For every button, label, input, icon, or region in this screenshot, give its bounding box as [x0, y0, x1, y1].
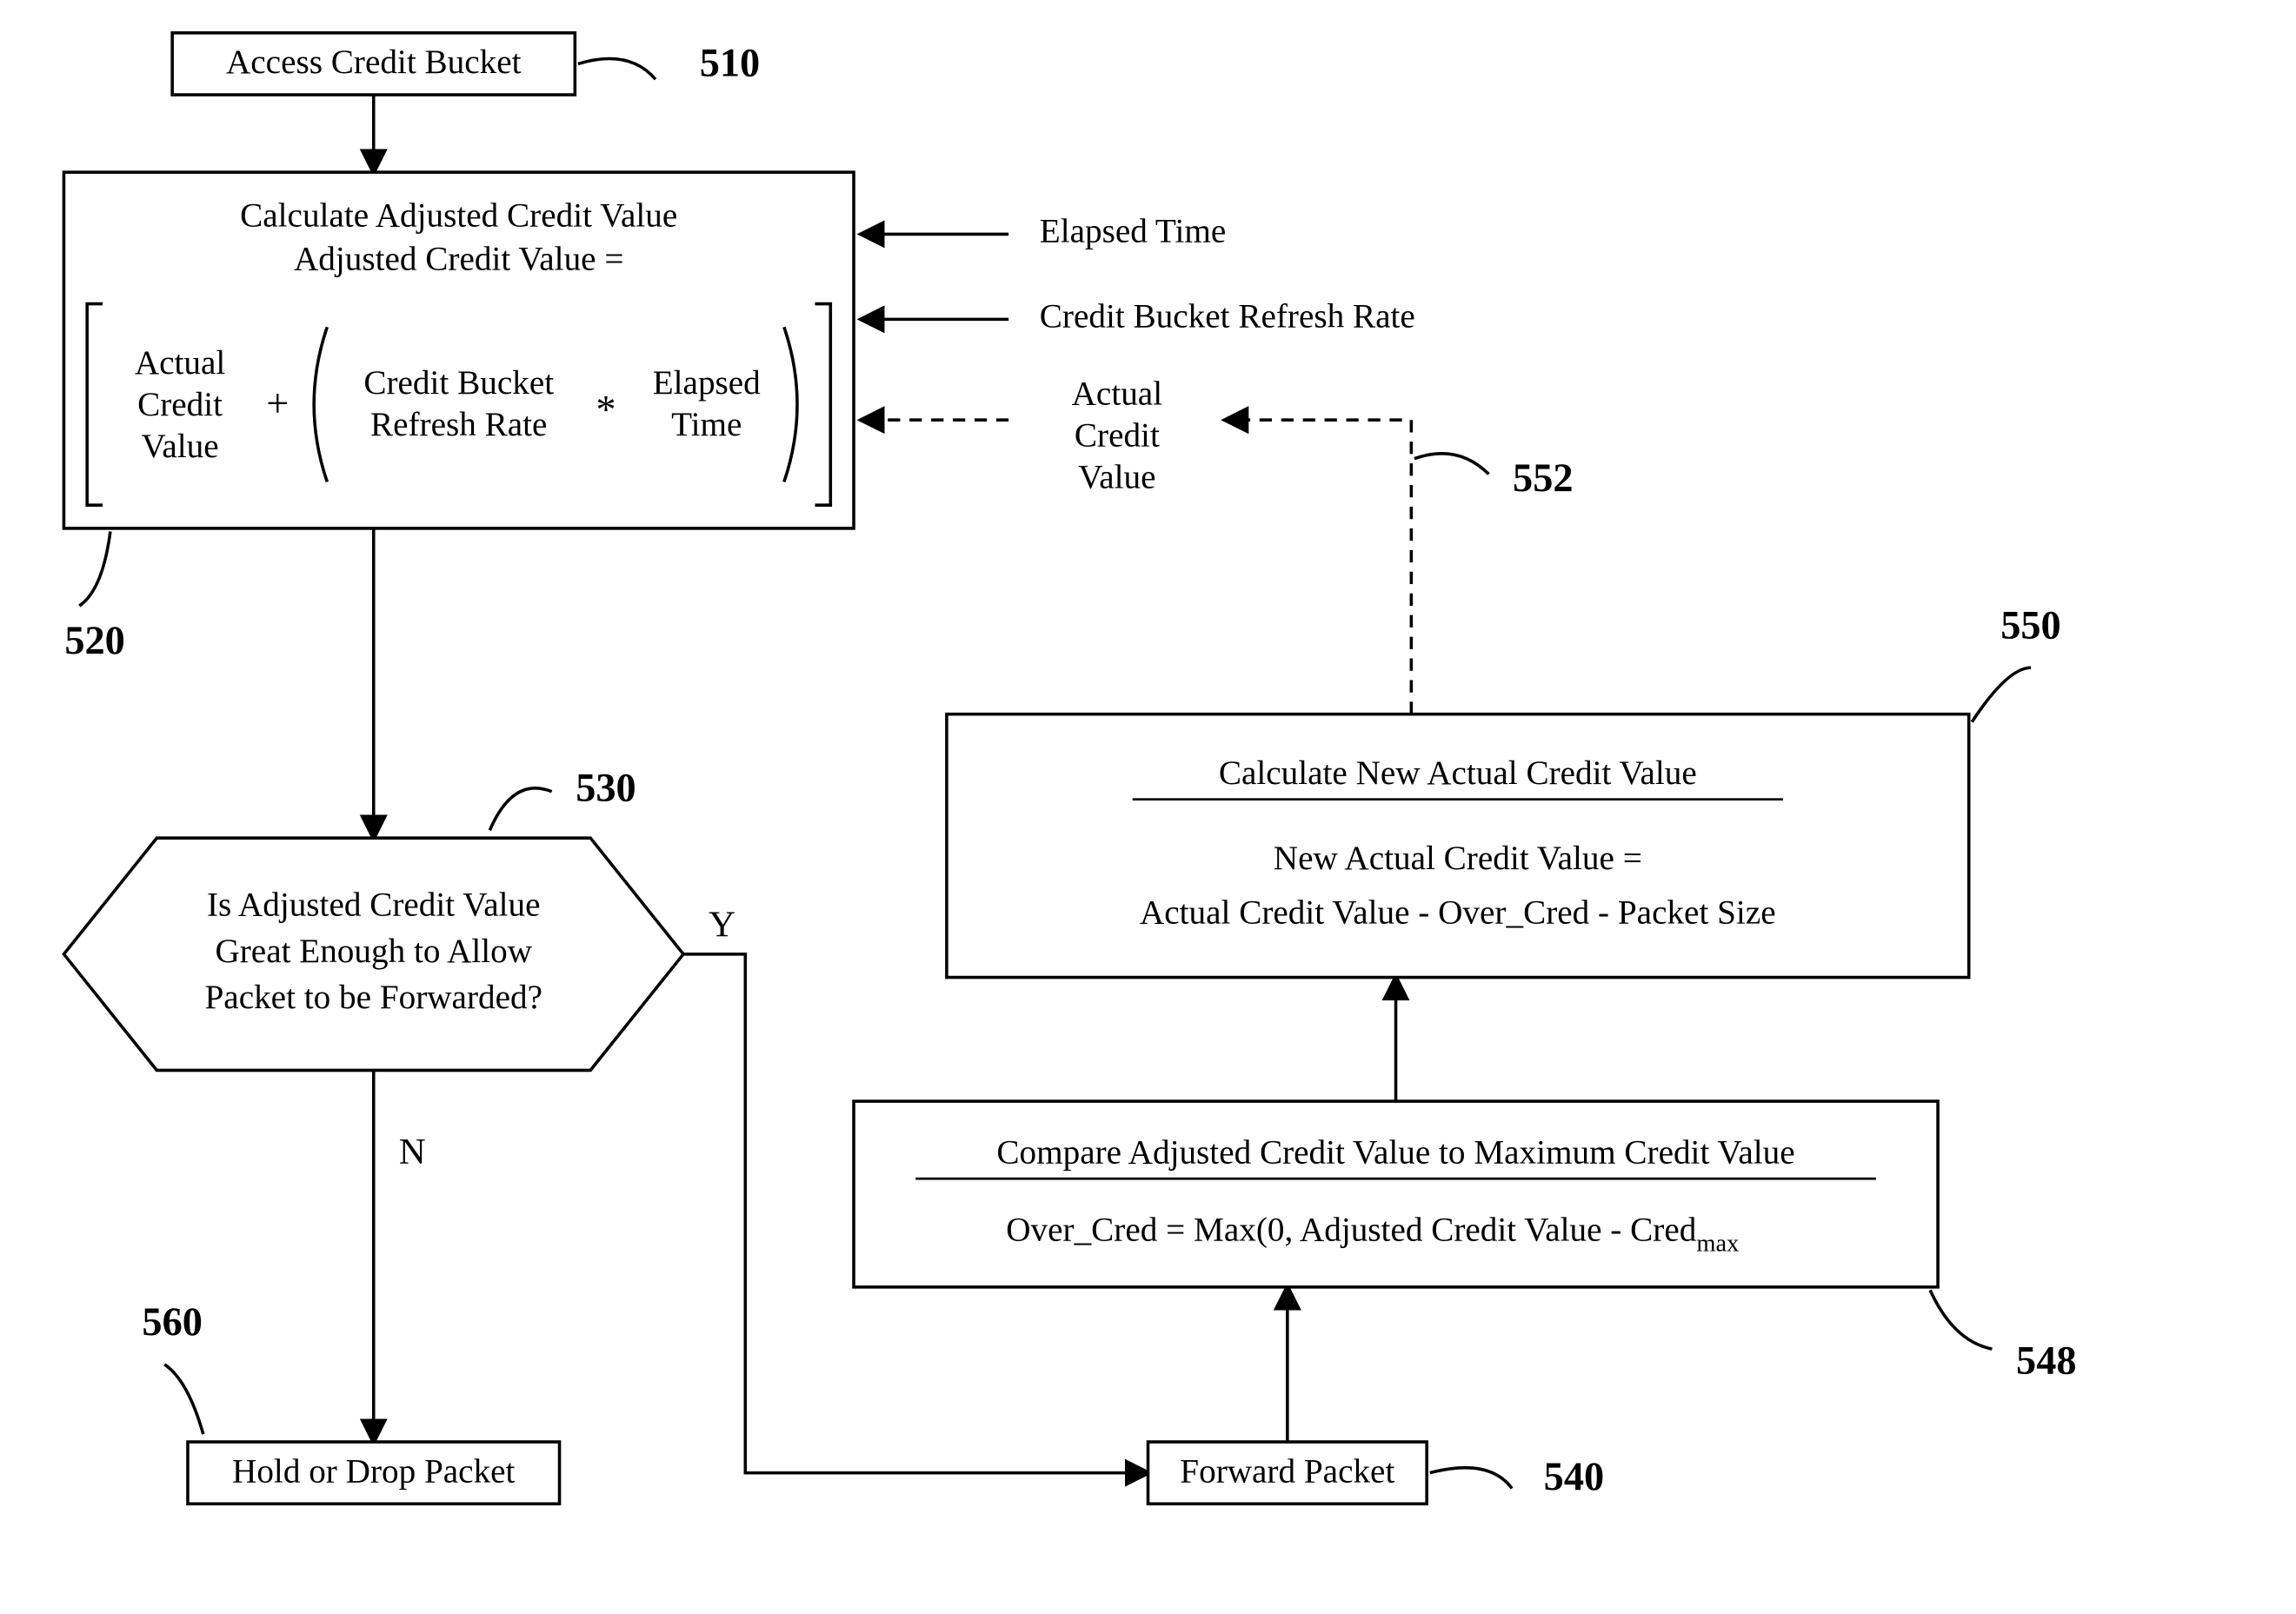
leader-520	[79, 531, 110, 606]
label-560: 560	[142, 1300, 202, 1345]
leader-550	[1972, 668, 2031, 721]
node-520-title1: Calculate Adjusted Credit Value	[240, 197, 677, 235]
input-acv-1: Credit	[1075, 417, 1160, 455]
n520-left-1: Credit	[137, 386, 223, 423]
node-540-text: Forward Packet	[1180, 1452, 1394, 1490]
leader-540	[1430, 1468, 1512, 1489]
n530-l2: Packet to be Forwarded?	[205, 979, 542, 1016]
label-552: 552	[1513, 456, 1573, 501]
node-548	[854, 1101, 1938, 1287]
label-530: 530	[576, 766, 636, 810]
input-elapsed: Elapsed Time	[1040, 212, 1226, 249]
n548-title: Compare Adjusted Credit Value to Maximum…	[996, 1133, 1794, 1171]
leader-552	[1414, 454, 1489, 475]
n530-l0: Is Adjusted Credit Value	[207, 886, 540, 923]
edge-552-feedback	[1226, 420, 1412, 714]
input-refresh: Credit Bucket Refresh Rate	[1040, 297, 1415, 335]
n550-eq1: New Actual Credit Value =	[1274, 840, 1642, 877]
node-510-text: Access Credit Bucket	[226, 43, 522, 81]
n520-star: *	[596, 389, 616, 433]
flowchart: Access Credit Bucket 510 Calculate Adjus…	[17, 17, 2279, 1597]
leader-560	[164, 1365, 203, 1434]
n550-title: Calculate New Actual Credit Value	[1219, 754, 1697, 792]
n530-l1: Great Enough to Allow	[215, 933, 532, 970]
n520-mid-1: Refresh Rate	[370, 406, 547, 443]
n520-left-2: Value	[141, 428, 218, 465]
n520-left-0: Actual	[135, 344, 226, 382]
n548-eq-sub: max	[1696, 1230, 1739, 1257]
edge-n-label: N	[399, 1132, 426, 1172]
input-acv-0: Actual	[1072, 375, 1163, 412]
label-520: 520	[64, 619, 124, 663]
label-548: 548	[2016, 1339, 2076, 1384]
leader-530	[489, 788, 551, 830]
n550-eq2: Actual Credit Value - Over_Cred - Packet…	[1140, 893, 1776, 931]
label-510: 510	[700, 42, 760, 86]
label-550: 550	[2000, 603, 2060, 648]
node-520-title2: Adjusted Credit Value =	[294, 240, 623, 277]
input-acv-2: Value	[1078, 459, 1155, 496]
n520-mid-0: Credit Bucket	[363, 364, 554, 402]
leader-548	[1930, 1290, 1992, 1349]
node-560-text: Hold or Drop Packet	[232, 1452, 516, 1490]
label-540: 540	[1544, 1455, 1604, 1499]
n520-right-1: Time	[671, 406, 742, 443]
n520-plus: +	[266, 382, 289, 427]
leader-510	[578, 59, 656, 80]
n520-right-0: Elapsed	[653, 364, 761, 402]
edge-y-label: Y	[709, 904, 735, 945]
n548-eq-pre: Over_Cred = Max(0, Adjusted Credit Value…	[1006, 1211, 1696, 1248]
